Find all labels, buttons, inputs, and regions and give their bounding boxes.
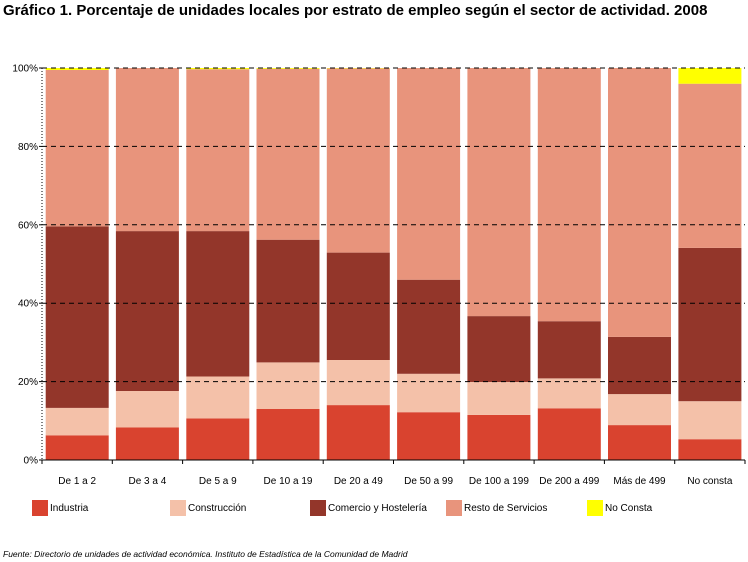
bar-segment <box>115 231 179 391</box>
legend-swatch <box>310 500 326 516</box>
bar-segment <box>45 68 109 70</box>
bar-segment <box>397 68 461 280</box>
bar-segment <box>186 69 250 232</box>
x-tick-label: Más de 499 <box>613 476 666 487</box>
y-tick-label: 100% <box>12 64 38 75</box>
y-tick-label: 40% <box>18 299 38 310</box>
x-tick-label: De 5 a 9 <box>199 476 237 487</box>
bar-segment <box>256 239 320 363</box>
legend-item: No Consta <box>587 499 652 517</box>
y-tick-label: 20% <box>18 377 38 388</box>
bar-segment <box>678 401 742 440</box>
legend-label: Industria <box>50 502 89 514</box>
bar-segment <box>608 394 671 426</box>
bar-segment <box>678 439 742 460</box>
legend-label: Resto de Servicios <box>464 502 548 514</box>
legend-swatch <box>446 500 462 516</box>
y-tick-label: 80% <box>18 142 38 153</box>
bar-segment <box>608 425 671 460</box>
bar-segment <box>115 391 179 428</box>
bar-segment <box>326 360 390 406</box>
bar-segment <box>326 252 390 360</box>
x-tick-label: De 1 a 2 <box>58 476 96 487</box>
bar-segment <box>608 336 671 395</box>
bar-segment <box>186 376 250 419</box>
bar-segment <box>256 68 320 240</box>
bar-segment <box>467 382 531 415</box>
bar-segment <box>45 407 109 436</box>
x-tick-label: De 200 a 499 <box>539 476 599 487</box>
legend-swatch <box>170 500 186 516</box>
legend-swatch <box>587 500 603 516</box>
stacked-bar-chart: De 1 a 2 De 3 a 4 De 5 a 9 De 10 a 19 De 20 … <box>12 64 746 487</box>
bar-segment <box>45 70 109 227</box>
bar-segment <box>467 316 531 382</box>
x-tick-label: De 50 a 99 <box>404 476 453 487</box>
bar-segment <box>45 435 109 460</box>
bar-segment <box>397 279 461 374</box>
bar-segment <box>256 362 320 409</box>
legend-item: Industria <box>32 499 88 517</box>
bar-segment <box>397 373 461 413</box>
legend-item: Resto de Servicios <box>446 499 547 517</box>
bar-segment <box>186 231 250 377</box>
bar-segment <box>115 427 179 460</box>
bar-segment <box>678 83 742 248</box>
legend-swatch <box>32 500 48 516</box>
bar-segment <box>678 68 742 84</box>
x-tick-label: No consta <box>687 476 732 487</box>
bar-segment <box>115 68 179 232</box>
legend-label: No Consta <box>605 502 653 514</box>
bar-segment <box>326 68 390 253</box>
bar-segment <box>256 409 320 460</box>
chart-title: Gráfico 1. Porcentaje de unidades locale… <box>3 2 708 19</box>
x-tick-label: De 100 a 199 <box>469 476 529 487</box>
bar-segment <box>537 408 601 460</box>
bar-segment <box>45 226 109 408</box>
legend-label: Comercio y Hostelería <box>328 502 427 514</box>
bar-segment <box>467 414 531 460</box>
source-note: Fuente: Directorio de unidades de activi… <box>3 549 408 559</box>
bar-segment <box>537 378 601 409</box>
bar-segment <box>326 405 390 460</box>
bar-segment <box>467 68 531 317</box>
bar-segment <box>608 68 671 337</box>
legend-label: Construcción <box>188 502 247 514</box>
bar-segment <box>397 412 461 460</box>
x-tick-label: De 3 a 4 <box>128 476 166 487</box>
bar-segment <box>186 68 250 70</box>
y-tick-label: 60% <box>18 220 38 231</box>
x-tick-label: De 20 a 49 <box>334 476 383 487</box>
bar-segment <box>537 68 601 322</box>
bar-segment <box>186 418 250 460</box>
legend-item: Comercio y Hostelería <box>310 499 427 517</box>
legend-item: Construcción <box>170 499 246 517</box>
y-tick-label: 0% <box>24 456 39 467</box>
bar-segment <box>537 321 601 379</box>
x-tick-label: De 10 a 19 <box>264 476 313 487</box>
bar-segment <box>678 247 742 402</box>
